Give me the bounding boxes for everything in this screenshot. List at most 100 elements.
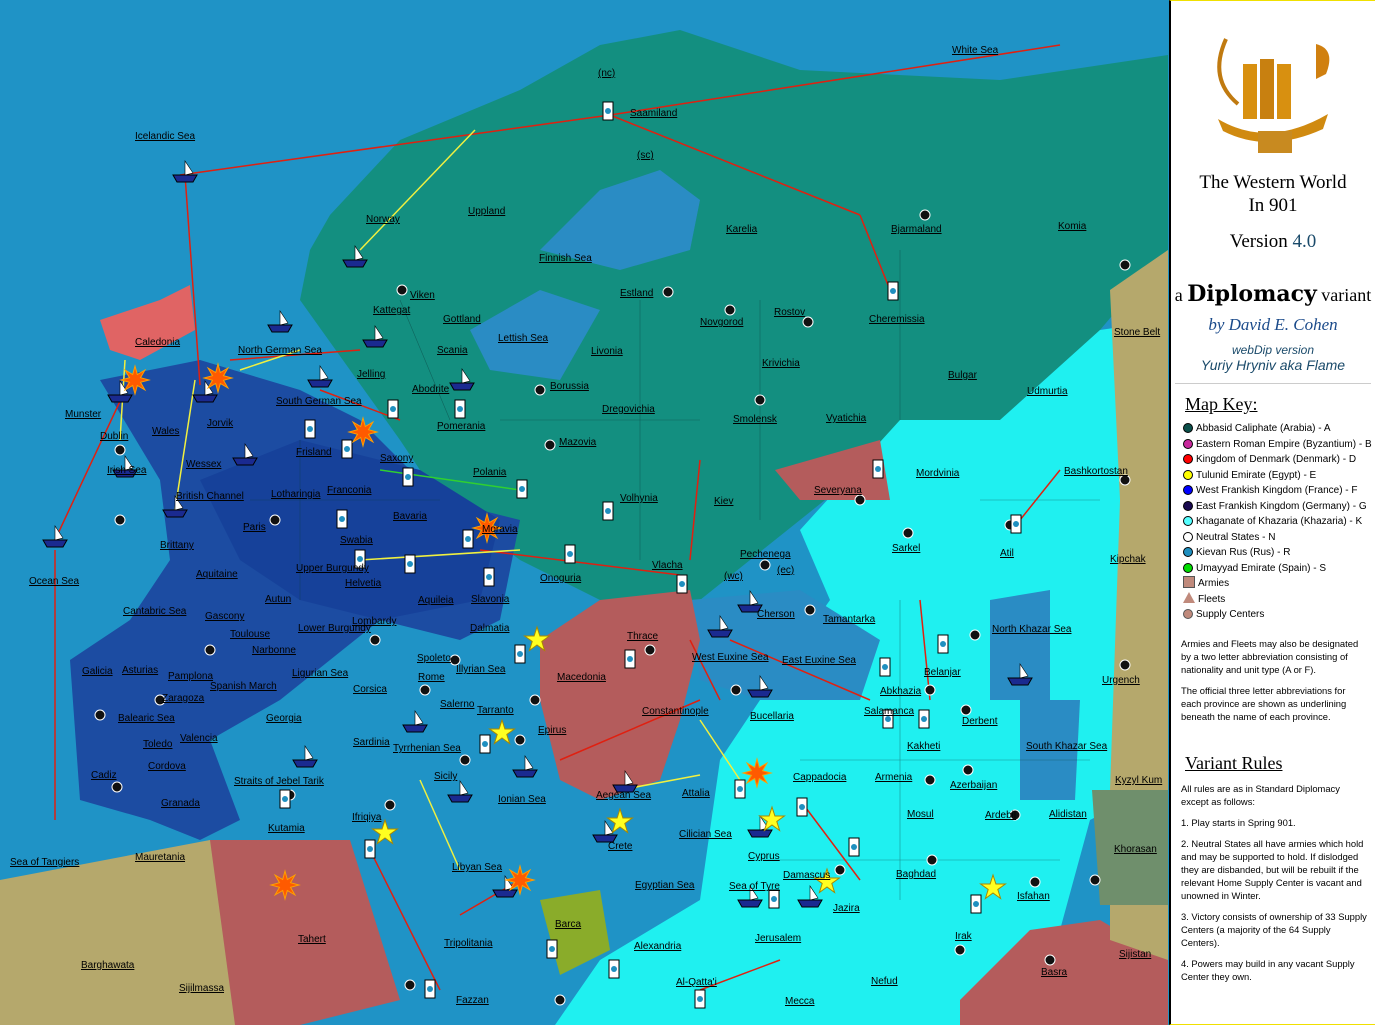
supply-center [154,694,166,706]
army-unit-icon[interactable] [387,399,399,419]
fleet-unit-icon[interactable] [747,675,773,698]
army-unit-icon[interactable] [564,544,576,564]
north-khazar-sea[interactable] [990,590,1050,700]
army-unit-icon[interactable] [516,479,528,499]
fleet-unit-icon[interactable] [747,815,773,838]
fleet-unit-icon[interactable] [267,310,293,333]
fleet-unit-icon[interactable] [797,885,823,908]
order-arrow [859,214,891,291]
fleet-unit-icon[interactable] [449,368,475,391]
army-unit-icon[interactable] [608,959,620,979]
fleet-unit-icon[interactable] [402,710,428,733]
army-unit-icon[interactable] [937,634,949,654]
fleet-unit-icon[interactable] [307,365,333,388]
star-icon [488,718,516,745]
fleet-unit-icon[interactable] [292,745,318,768]
fleet-unit-icon[interactable] [192,380,218,403]
army-unit-icon[interactable] [424,979,436,999]
army-unit-icon[interactable] [462,529,474,549]
province-label: Mosul [907,809,934,820]
game-map[interactable]: White Sea (nc) Saamiland (sc) Icelandic Sea N… [0,0,1169,1025]
province-label: Tarranto [477,705,514,716]
order-arrow [699,959,781,991]
army-unit-icon[interactable] [304,419,316,439]
army-unit-icon[interactable] [514,644,526,664]
fleet-unit-icon[interactable] [342,245,368,268]
province-label: Icelandic Sea [135,131,195,142]
finnish-sea[interactable] [540,170,700,270]
fleet-unit-icon[interactable] [107,380,133,403]
army-unit-icon[interactable] [624,649,636,669]
fleet-unit-icon[interactable] [512,755,538,778]
army-unit-icon[interactable] [364,839,376,859]
army-unit-icon[interactable] [336,509,348,529]
province-label: Spanish March [210,681,277,692]
fleet-unit-icon[interactable] [42,525,68,548]
lettish-sea[interactable] [470,290,600,380]
army-unit-icon[interactable] [882,709,894,729]
province-label: Granada [161,798,200,809]
fleet-unit-icon[interactable] [612,770,638,793]
nation-color-icon [1183,562,1193,573]
euxine-sea[interactable] [690,590,880,700]
army-unit-icon[interactable] [879,657,891,677]
fleet-unit-icon[interactable] [232,443,258,466]
army-unit-icon[interactable] [848,837,860,857]
supply-center [514,734,526,746]
army-unit-icon[interactable] [354,549,366,569]
star-icon [813,867,841,894]
army-unit-icon[interactable] [887,281,899,301]
army-unit-icon[interactable] [694,989,706,1009]
army-unit-icon[interactable] [546,939,558,959]
army-unit-icon[interactable] [796,797,808,817]
fleet-unit-icon[interactable] [362,325,388,348]
south-khazar-sea[interactable] [1020,700,1080,800]
region-byzantium[interactable] [540,590,700,800]
region-barghawata[interactable] [0,840,235,1025]
army-unit-icon[interactable] [1010,514,1022,534]
army-unit-icon[interactable] [872,459,884,479]
province-label: Novgorod [700,317,743,328]
province-label: Straits of Jebel Tarik [234,776,325,787]
region-severyana[interactable] [775,440,890,500]
region-basra[interactable] [960,920,1168,1025]
army-unit-icon[interactable] [970,894,982,914]
region-sijistan[interactable] [1110,905,1168,960]
fleet-unit-icon[interactable] [737,885,763,908]
army-unit-icon[interactable] [676,574,688,594]
province-label: Toledo [143,739,173,750]
region-caledonia[interactable] [100,285,195,360]
key-item-label: Eastern Roman Empire (Byzantium) - B [1196,438,1372,450]
army-unit-icon[interactable] [918,709,930,729]
fleet-unit-icon[interactable] [492,875,518,898]
region-khorasan[interactable] [1092,790,1168,905]
fleet-unit-icon[interactable] [172,160,198,183]
army-unit-icon[interactable] [341,439,353,459]
army-unit-icon[interactable] [404,554,416,574]
fleet-unit-icon[interactable] [737,590,763,613]
army-unit-icon[interactable] [734,779,746,799]
army-unit-icon[interactable] [602,101,614,121]
fleet-unit-icon[interactable] [1007,663,1033,686]
army-unit-icon[interactable] [454,399,466,419]
fleet-unit-icon[interactable] [112,455,138,478]
region-germany[interactable] [200,440,500,620]
dislodged-explosion-icon [119,364,151,396]
army-unit-icon[interactable] [483,567,495,587]
province-label: Wales [152,426,179,437]
supply-center [204,644,216,656]
map-title: The Western World In 901 [1171,171,1375,217]
fleet-unit-icon[interactable] [707,615,733,638]
province-label: Krivichia [762,358,800,369]
army-unit-icon[interactable] [402,467,414,487]
region-tahert[interactable] [200,840,400,1025]
fleet-unit-icon[interactable] [592,820,618,843]
army-unit-icon[interactable] [279,789,291,809]
army-unit-icon[interactable] [479,734,491,754]
region-east-neutral[interactable] [1110,250,1168,790]
region-rus[interactable] [300,30,1168,600]
fleet-unit-icon[interactable] [447,780,473,803]
fleet-unit-icon[interactable] [162,495,188,518]
army-unit-icon[interactable] [602,501,614,521]
army-unit-icon[interactable] [768,889,780,909]
